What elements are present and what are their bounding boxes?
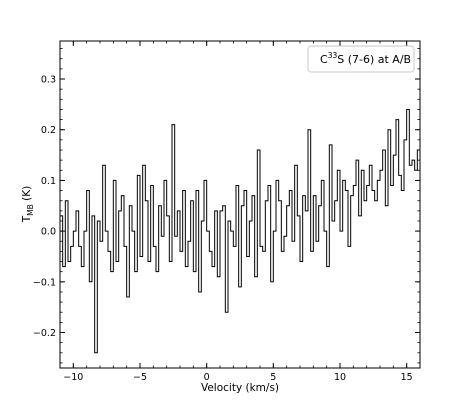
x-tick-label: −10 (63, 372, 83, 383)
legend-prefix: C (320, 53, 328, 66)
y-tick-label: 0.3 (41, 75, 56, 86)
y-axis-label-main: T (21, 215, 33, 223)
y-tick-label: 0.2 (41, 125, 56, 136)
y-axis-label: TMB (K) (21, 186, 35, 223)
x-tick-label: 15 (401, 372, 413, 383)
x-tick-label: 5 (270, 372, 276, 383)
x-axis-label: Velocity (km/s) (201, 382, 279, 394)
x-tick-label: 0 (204, 372, 210, 383)
y-tick-label: −0.2 (33, 328, 56, 339)
legend-suffix: S (7-6) at A/B (337, 53, 411, 66)
tick-labels: −10 −5 0 5 10 15 −0.2 −0.1 0.0 0.1 0.2 0.3 (33, 75, 413, 383)
legend: C33S (7-6) at A/B (307, 45, 415, 73)
y-tick-label: 0.0 (41, 227, 56, 238)
y-tick-label: −0.1 (33, 277, 56, 288)
legend-label: C33S (7-6) at A/B (320, 51, 411, 66)
major-ticks (60, 41, 420, 368)
y-axis-label-subscript: MB (26, 204, 35, 216)
plot-frame (59, 40, 421, 369)
y-tick-label: 0.1 (41, 176, 56, 187)
legend-box (307, 45, 415, 73)
legend-superscript: 33 (328, 51, 338, 60)
y-axis-label-unit: (K) (21, 186, 33, 204)
x-tick-label: 10 (334, 372, 346, 383)
x-tick-label: −5 (133, 372, 147, 383)
